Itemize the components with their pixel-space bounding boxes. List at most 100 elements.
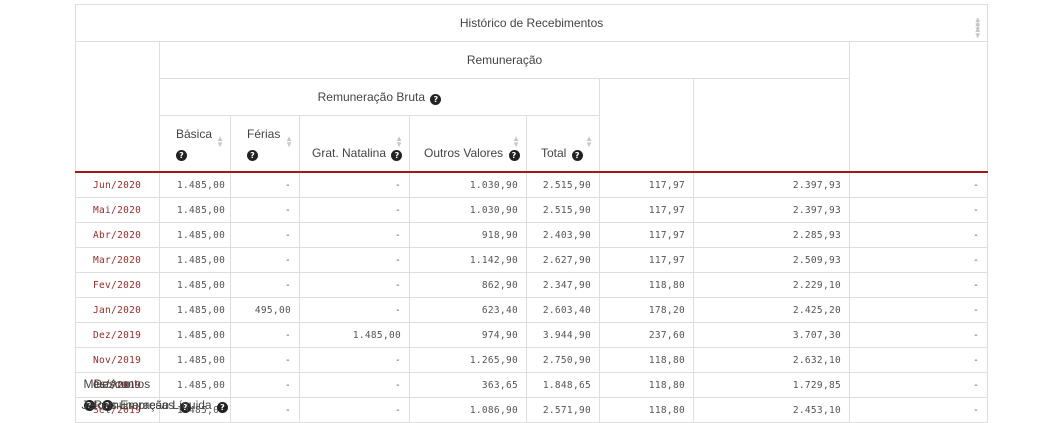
table-row: Nov/2019 1.485,00- -1.265,90 2.750,90 118,80…	[76, 348, 988, 373]
cell-liquida: 2.632,10	[694, 348, 850, 373]
col-header-grat-natalina[interactable]: ▲ ▼ Grat. Natalina ?	[300, 116, 410, 173]
cell-mes: Jan/2020	[76, 298, 160, 323]
cell-descontos: 118,80	[600, 273, 694, 298]
cell-jetons: -	[850, 223, 988, 248]
cell-basica: 1.485,00	[160, 248, 231, 273]
group-header-remuneracao-bruta: Remuneração Bruta ?	[160, 79, 600, 116]
cell-mes: Jun/2020	[76, 172, 160, 198]
sort-icon[interactable]: ▲ ▼	[395, 136, 403, 148]
table-row: Jun/2020 1.485,00- -1.030,90 2.515,90 117,97…	[76, 172, 988, 198]
cell-mes: Abr/2020	[76, 223, 160, 248]
cell-descontos: 118,80	[600, 348, 694, 373]
help-icon[interactable]: ?	[217, 402, 228, 413]
cell-total: 3.944,90	[527, 323, 600, 348]
cell-jetons: -	[850, 348, 988, 373]
cell-jetons: -	[850, 172, 988, 198]
table-row: Dez/2019 1.485,00-1.485,00 974,90 3.944,90 2…	[76, 323, 988, 348]
cell-grat: -	[300, 298, 410, 323]
cell-ferias: -	[231, 198, 300, 223]
cell-total: 2.627,90	[527, 248, 600, 273]
cell-grat: -	[300, 348, 410, 373]
cell-mes: Dez/2019	[76, 323, 160, 348]
cell-total: 2.603,40	[527, 298, 600, 323]
cell-total: 2.403,90	[527, 223, 600, 248]
cell-outros: 862,90	[410, 273, 527, 298]
cell-grat: -	[300, 273, 410, 298]
cell-total: 2.515,90	[527, 172, 600, 198]
help-icon[interactable]: ?	[391, 150, 402, 161]
cell-basica: 1.485,00	[160, 223, 231, 248]
table-row: Mai/2020 1.485,00- -1.030,90 2.515,90 117,97…	[76, 198, 988, 223]
sort-icon[interactable]: ▲ ▼	[512, 136, 520, 148]
cell-basica: 1.485,00	[160, 198, 231, 223]
cell-ferias: 495,00	[231, 298, 300, 323]
table-row: Fev/2020 1.485,00- -862,90 2.347,90 118,80 2.…	[76, 273, 988, 298]
cell-outros: 1.142,90	[410, 248, 527, 273]
cell-grat: -	[300, 172, 410, 198]
cell-basica: 1.485,00	[160, 348, 231, 373]
col-header-descontos[interactable]: ▲ ▼ Descontos?	[600, 79, 694, 173]
cell-jetons: -	[850, 323, 988, 348]
cell-mes: Mar/2020	[76, 248, 160, 273]
cell-mes: Mai/2020	[76, 198, 160, 223]
col-header-outros-valores[interactable]: ▲ ▼ Outros Valores ?	[410, 116, 527, 173]
sort-icon[interactable]: ▲ ▼	[974, 21, 982, 33]
table-title: Histórico de Recebimentos	[76, 5, 988, 42]
help-icon[interactable]: ?	[509, 150, 520, 161]
cell-jetons: -	[850, 198, 988, 223]
cell-mes: Fev/2020	[76, 273, 160, 298]
cell-ferias: -	[231, 323, 300, 348]
help-icon[interactable]: ?	[176, 150, 187, 161]
cell-descontos: 237,60	[600, 323, 694, 348]
help-icon[interactable]: ?	[247, 150, 258, 161]
cell-grat: -	[300, 223, 410, 248]
cell-jetons: -	[850, 273, 988, 298]
cell-outros: 1.265,90	[410, 348, 527, 373]
cell-ferias: -	[231, 172, 300, 198]
cell-liquida: 2.509,93	[694, 248, 850, 273]
cell-grat: -	[300, 198, 410, 223]
cell-jetons: -	[850, 248, 988, 273]
help-icon[interactable]: ?	[572, 150, 583, 161]
cell-ferias: -	[231, 273, 300, 298]
cell-liquida: 2.229,10	[694, 273, 850, 298]
cell-outros: 1.030,90	[410, 172, 527, 198]
group-header-remuneracao: Remuneração	[160, 42, 850, 79]
cell-outros: 918,90	[410, 223, 527, 248]
cell-liquida: 2.285,93	[694, 223, 850, 248]
cell-liquida: 2.397,93	[694, 198, 850, 223]
help-icon[interactable]: ?	[430, 94, 441, 105]
cell-descontos: 117,97	[600, 248, 694, 273]
col-header-mes-ano[interactable]: ▲ ▼ Mês/Ano?	[76, 42, 160, 173]
cell-basica: 1.485,00	[160, 298, 231, 323]
cell-ferias: -	[231, 223, 300, 248]
cell-basica: 1.485,00	[160, 323, 231, 348]
cell-descontos: 117,97	[600, 223, 694, 248]
cell-total: 2.750,90	[527, 348, 600, 373]
cell-basica: 1.485,00	[160, 273, 231, 298]
cell-mes: Nov/2019	[76, 348, 160, 373]
cell-jetons: -	[850, 298, 988, 323]
col-header-liquida[interactable]: ▲ ▼ Remuneração Líquida ?	[694, 79, 850, 173]
sort-icon[interactable]: ▲ ▼	[585, 136, 593, 148]
cell-ferias: -	[231, 348, 300, 373]
col-header-ferias[interactable]: ▲ ▼ Férias?	[231, 116, 300, 173]
col-header-total[interactable]: ▲ ▼ Total ?	[527, 116, 600, 173]
cell-outros: 974,90	[410, 323, 527, 348]
col-header-basica[interactable]: ▲ ▼ Básica?	[160, 116, 231, 173]
cell-grat: -	[300, 248, 410, 273]
cell-liquida: 2.425,20	[694, 298, 850, 323]
col-header-jetons[interactable]: ▲ ▼ Jetons Empresas ?	[850, 42, 988, 173]
table-row: Jan/2020 1.485,00 495,00-623,40 2.603,40 178…	[76, 298, 988, 323]
cell-outros: 1.030,90	[410, 198, 527, 223]
table-row: Abr/2020 1.485,00- -918,90 2.403,90 117,97 2.…	[76, 223, 988, 248]
cell-basica: 1.485,00	[160, 172, 231, 198]
table-row: Mar/2020 1.485,00- -1.142,90 2.627,90 117,97…	[76, 248, 988, 273]
cell-liquida: 2.397,93	[694, 172, 850, 198]
cell-descontos: 178,20	[600, 298, 694, 323]
cell-descontos: 117,97	[600, 172, 694, 198]
cell-outros: 623,40	[410, 298, 527, 323]
receipts-history-table: Histórico de Recebimentos ▲ ▼ Mês/Ano? Re…	[75, 4, 988, 423]
cell-descontos: 117,97	[600, 198, 694, 223]
cell-ferias: -	[231, 248, 300, 273]
